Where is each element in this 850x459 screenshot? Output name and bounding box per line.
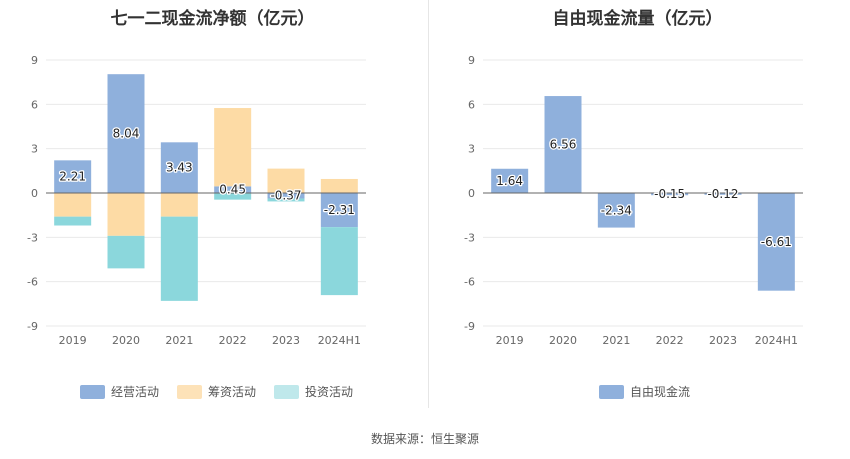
data-label: -2.31 [324, 203, 355, 217]
data-label: -2.34 [601, 203, 632, 217]
x-tick-label: 2020 [549, 334, 577, 347]
data-label: 0.45 [219, 183, 246, 197]
data-label: 8.04 [113, 127, 140, 141]
data-label: 2.21 [59, 170, 86, 184]
data-label: -0.37 [270, 189, 301, 203]
y-tick-label: -3 [464, 231, 475, 244]
x-tick-label: 2020 [112, 334, 140, 347]
bar-free [597, 193, 635, 228]
left-legend: 经营活动 筹资活动 投资活动 [80, 383, 353, 400]
y-tick-label: 3 [31, 143, 38, 156]
chart-panel-1: 9 6 3 0 -3 -6 -9 2019 2020 2021 2022 2023 2024H1 1.64… [464, 54, 803, 347]
y-tick-label: -9 [27, 320, 38, 333]
legend-label-free-cash-flow: 自由现金流 [630, 385, 691, 399]
x-tick-label: 2024H1 [318, 334, 361, 347]
bar-free [651, 193, 689, 196]
bar-financing [320, 178, 358, 193]
bar-free [544, 96, 582, 193]
data-label: -0.15 [654, 187, 685, 201]
data-label: 1.64 [496, 174, 523, 188]
bar-financing [160, 193, 198, 217]
bar-investing [160, 216, 198, 301]
legend-label-operating: 经营活动 [111, 385, 160, 399]
legend-item-operating[interactable]: 经营活动 [80, 383, 159, 400]
panel-divider [428, 0, 429, 408]
bar-investing [320, 227, 358, 296]
x-tick-label: 2021 [165, 334, 193, 347]
bar-financing [54, 193, 92, 217]
legend-swatch-financing [177, 384, 203, 399]
chart-panel-0: 9 6 3 0 -3 -6 -9 2019 2020 2021 2022 2023 2024H1 2.21… [27, 54, 366, 347]
y-tick-label: 0 [31, 187, 38, 200]
bar-financing [214, 108, 252, 187]
y-tick-label: -6 [27, 276, 38, 289]
x-tick-label: 2021 [602, 334, 630, 347]
legend-swatch-operating [80, 384, 105, 399]
legend-item-free-cash-flow[interactable]: 自由现金流 [599, 383, 690, 400]
charts-canvas: 9 6 3 0 -3 -6 -9 2019 2020 2021 2022 2023 2024H1 2.21… [27, 54, 803, 347]
y-tick-label: 6 [31, 98, 38, 111]
x-tick-label: 2024H1 [755, 334, 798, 347]
legend-label-financing: 筹资活动 [208, 385, 257, 399]
x-tick-label: 2022 [219, 334, 247, 347]
bar-operating [320, 193, 358, 228]
data-label: 6.56 [550, 138, 577, 152]
bar-investing [107, 235, 145, 269]
bar-investing [54, 216, 92, 226]
legend-label-investing: 投资活动 [305, 385, 354, 399]
y-tick-label: 9 [468, 54, 475, 67]
bar-financing [107, 193, 145, 236]
right-chart-title: 自由现金流量（亿元） [552, 9, 723, 29]
left-chart-title: 七一二现金流净额（亿元） [110, 9, 315, 29]
bar-free [704, 193, 742, 195]
legend-swatch-investing [274, 384, 300, 399]
data-label: -6.61 [761, 235, 792, 249]
data-label: -0.12 [707, 187, 738, 201]
y-tick-label: 3 [468, 143, 475, 156]
bar-financing [267, 168, 305, 193]
bar-operating [160, 142, 198, 193]
data-label: 3.43 [166, 161, 193, 175]
bar-investing [214, 193, 252, 200]
y-tick-label: 6 [468, 98, 475, 111]
bar-free [757, 193, 795, 291]
bar-operating [107, 74, 145, 193]
y-tick-label: 9 [31, 54, 38, 67]
data-source-note: 数据来源：恒生聚源 [370, 432, 479, 446]
y-tick-label: -3 [27, 231, 38, 244]
bar-operating [54, 160, 92, 193]
x-tick-label: 2019 [59, 334, 87, 347]
bar-operating [214, 186, 252, 193]
x-tick-label: 2023 [709, 334, 737, 347]
y-tick-label: -6 [464, 276, 475, 289]
x-tick-label: 2023 [272, 334, 300, 347]
bar-operating [267, 193, 305, 199]
legend-item-financing[interactable]: 筹资活动 [177, 383, 256, 400]
legend-swatch-free-cash-flow [599, 384, 624, 399]
x-tick-label: 2022 [656, 334, 684, 347]
y-tick-label: -9 [464, 320, 475, 333]
legend-item-investing[interactable]: 投资活动 [274, 383, 353, 400]
bar-investing [267, 198, 305, 202]
y-tick-label: 0 [468, 187, 475, 200]
bar-free [491, 168, 529, 193]
x-tick-label: 2019 [496, 334, 524, 347]
right-legend: 自由现金流 [599, 383, 690, 400]
